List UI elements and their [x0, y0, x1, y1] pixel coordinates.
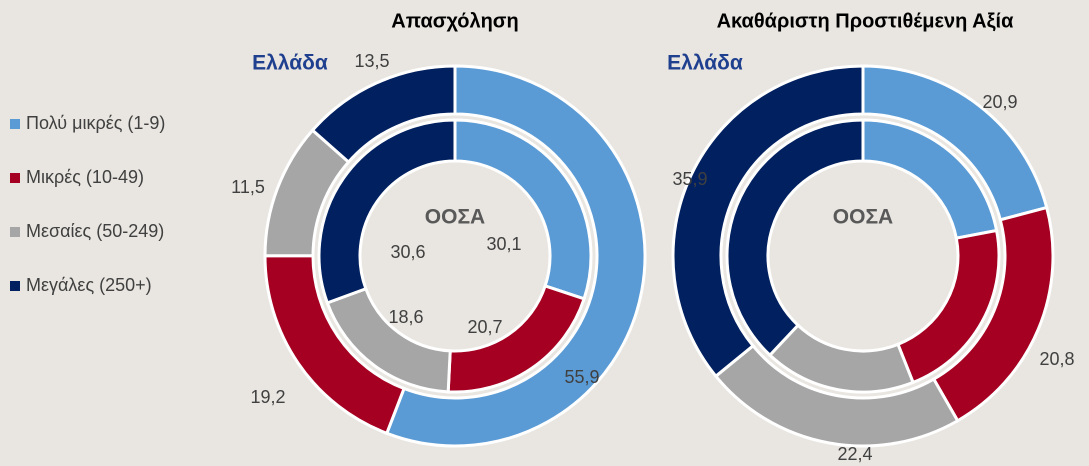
data-label: 19,2 — [250, 387, 285, 407]
data-label: 35,9 — [672, 169, 707, 189]
donut-segment — [725, 118, 865, 358]
legend-label: Μεγάλες (250+) — [26, 275, 152, 295]
data-label: 30,6 — [390, 242, 425, 262]
data-label: 30,1 — [486, 234, 521, 254]
data-label: 13,5 — [354, 51, 389, 71]
data-label: 11,5 — [231, 177, 265, 197]
legend-label: Πολύ μικρές (1-9) — [26, 113, 165, 133]
series-label: Ελλάδα — [667, 52, 743, 75]
data-label: 20,7 — [467, 317, 502, 337]
data-label: 20,9 — [982, 92, 1017, 112]
series-label: Ελλάδα — [252, 52, 328, 75]
chart-title: Απασχόληση — [391, 10, 518, 32]
data-label: 18,6 — [388, 307, 423, 327]
data-label: 55,9 — [564, 367, 599, 387]
legend-label: Μεσαίες (50-249) — [26, 221, 164, 241]
center-label: ΟΟΣΑ — [425, 206, 485, 229]
legend-label: Μικρές (10-49) — [26, 167, 144, 187]
donut-segment — [310, 64, 457, 165]
donut-segment — [317, 118, 457, 305]
legend-swatch — [10, 281, 20, 291]
donut-segment — [384, 64, 647, 448]
chart-title: Ακαθάριστη Προστιθέμενη Αξία — [717, 10, 1014, 32]
donut-segment — [671, 64, 865, 379]
data-label: 22,4 — [837, 444, 872, 464]
center-label: ΟΟΣΑ — [833, 206, 893, 229]
data-label: 20,8 — [1039, 349, 1074, 369]
legend-swatch — [10, 119, 20, 129]
legend-swatch — [10, 173, 20, 183]
legend-swatch — [10, 227, 20, 237]
